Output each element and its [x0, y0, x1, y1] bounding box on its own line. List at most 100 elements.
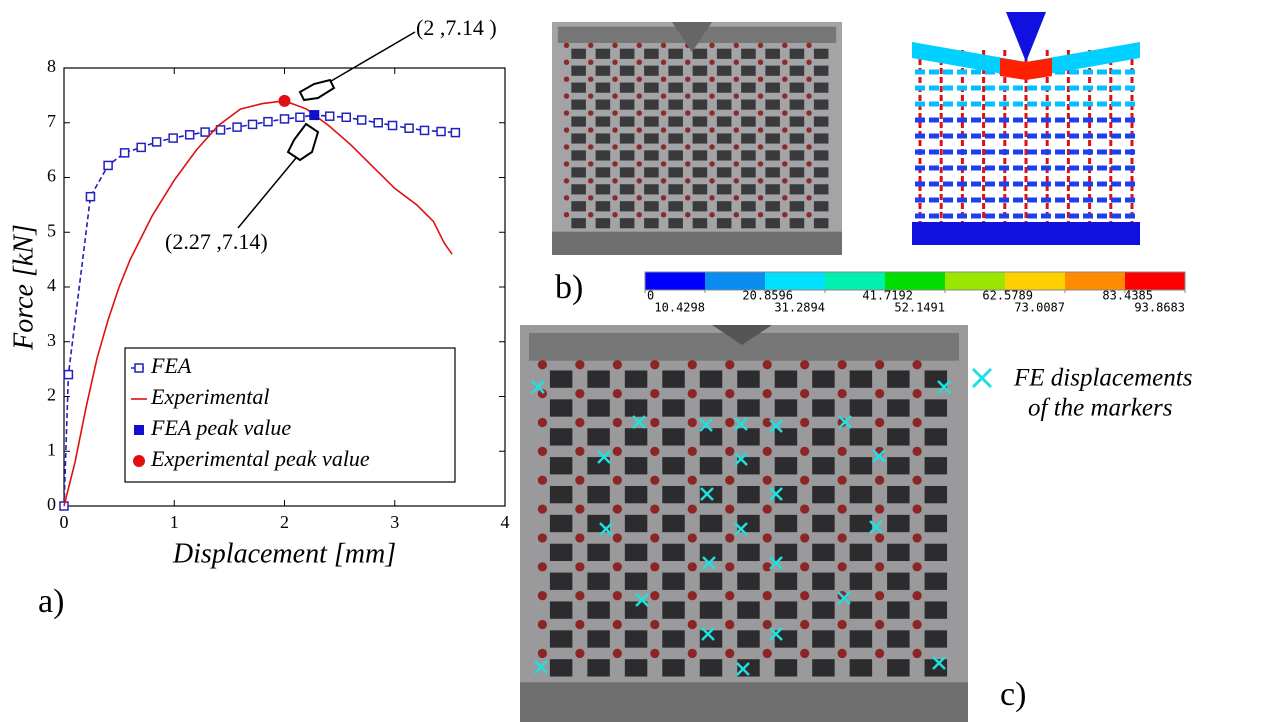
- lattice-hole: [775, 601, 797, 618]
- lattice-node: [688, 591, 697, 600]
- lattice-node: [661, 195, 666, 200]
- lattice-hole: [765, 49, 780, 59]
- lattice-node: [685, 212, 690, 217]
- lattice-hole: [765, 150, 780, 160]
- lattice-node: [763, 476, 772, 485]
- lattice-node: [763, 360, 772, 369]
- colorbar-tick-label: 10.4298: [654, 301, 705, 315]
- lattice-hole: [625, 428, 647, 445]
- lattice-node: [758, 60, 763, 65]
- lattice-node: [806, 178, 811, 183]
- lattice-hole: [700, 457, 722, 474]
- marker: [374, 119, 382, 127]
- lattice-node: [763, 591, 772, 600]
- lattice-hole: [814, 133, 829, 143]
- marker: [201, 128, 209, 136]
- lattice-hole: [668, 83, 683, 93]
- lattice-node: [709, 60, 714, 65]
- lattice-node: [800, 620, 809, 629]
- lattice-node: [650, 504, 659, 513]
- lattice-node: [725, 562, 734, 571]
- lattice-hole: [644, 49, 659, 59]
- lattice-node: [588, 195, 593, 200]
- colorbar-segment: [1005, 272, 1065, 290]
- lattice-node: [838, 476, 847, 485]
- lattice-hole: [850, 399, 872, 416]
- lattice-node: [800, 360, 809, 369]
- lattice-hole: [693, 201, 708, 211]
- lattice-hole: [814, 218, 829, 228]
- pointer-hand: [288, 124, 318, 160]
- lattice-hole: [571, 133, 586, 143]
- lattice-node: [575, 533, 584, 542]
- lattice-hole: [550, 515, 572, 532]
- photo-base: [520, 682, 968, 722]
- lattice-hole: [668, 49, 683, 59]
- lattice-hole: [887, 601, 909, 618]
- lattice-hole: [620, 184, 635, 194]
- lattice-node: [734, 60, 739, 65]
- lattice-hole: [737, 601, 759, 618]
- lattice-hole: [775, 659, 797, 676]
- lattice-hole: [596, 218, 611, 228]
- lattice-node: [688, 562, 697, 571]
- lattice-node: [564, 161, 569, 166]
- lattice-hole: [587, 573, 609, 590]
- marker-legend-text: of the markers: [1028, 395, 1172, 422]
- lattice-hole: [596, 133, 611, 143]
- lattice-node: [838, 620, 847, 629]
- lattice-hole: [850, 659, 872, 676]
- lattice-node: [758, 93, 763, 98]
- colorbar-segment: [825, 272, 885, 290]
- colorbar-segment: [885, 272, 945, 290]
- lattice-hole: [850, 515, 872, 532]
- lattice-node: [806, 195, 811, 200]
- lattice-hole: [812, 544, 834, 561]
- lattice-hole: [925, 601, 947, 618]
- marker: [186, 131, 194, 139]
- lattice-node: [564, 110, 569, 115]
- lattice-node: [661, 161, 666, 166]
- lattice-hole: [814, 66, 829, 76]
- lattice-node: [734, 195, 739, 200]
- lattice-hole: [596, 116, 611, 126]
- lattice-hole: [717, 66, 732, 76]
- lattice-node: [782, 43, 787, 48]
- lattice-node: [688, 504, 697, 513]
- lattice-hole: [620, 66, 635, 76]
- lattice-hole: [571, 184, 586, 194]
- lattice-hole: [812, 370, 834, 387]
- marker: [421, 126, 429, 134]
- lattice-hole: [571, 116, 586, 126]
- lattice-node: [650, 389, 659, 398]
- lattice-hole: [925, 630, 947, 647]
- lattice-node: [912, 418, 921, 427]
- lattice-hole: [790, 49, 805, 59]
- lattice-hole: [668, 116, 683, 126]
- lattice-node: [912, 447, 921, 456]
- lattice-hole: [662, 515, 684, 532]
- lattice-hole: [887, 659, 909, 676]
- lattice-hole: [814, 167, 829, 177]
- lattice-node: [661, 212, 666, 217]
- lattice-hole: [571, 150, 586, 160]
- lattice-node: [725, 389, 734, 398]
- lattice-node: [685, 127, 690, 132]
- lattice-node: [564, 43, 569, 48]
- x-axis-label: Displacement [mm]: [172, 538, 396, 569]
- colorbar-tick-label: 73.0087: [1014, 301, 1065, 315]
- lattice-node: [709, 212, 714, 217]
- lattice-node: [782, 161, 787, 166]
- x-tick-label: 0: [60, 512, 69, 532]
- lattice-hole: [887, 428, 909, 445]
- lattice-node: [538, 360, 547, 369]
- lattice-hole: [644, 133, 659, 143]
- lattice-hole: [717, 133, 732, 143]
- x-tick-label: 2: [280, 512, 289, 532]
- lattice-node: [838, 562, 847, 571]
- marker: [437, 128, 445, 136]
- lattice-hole: [668, 150, 683, 160]
- fea-plate: [912, 222, 1140, 245]
- lattice-node: [763, 447, 772, 456]
- lattice-node: [688, 476, 697, 485]
